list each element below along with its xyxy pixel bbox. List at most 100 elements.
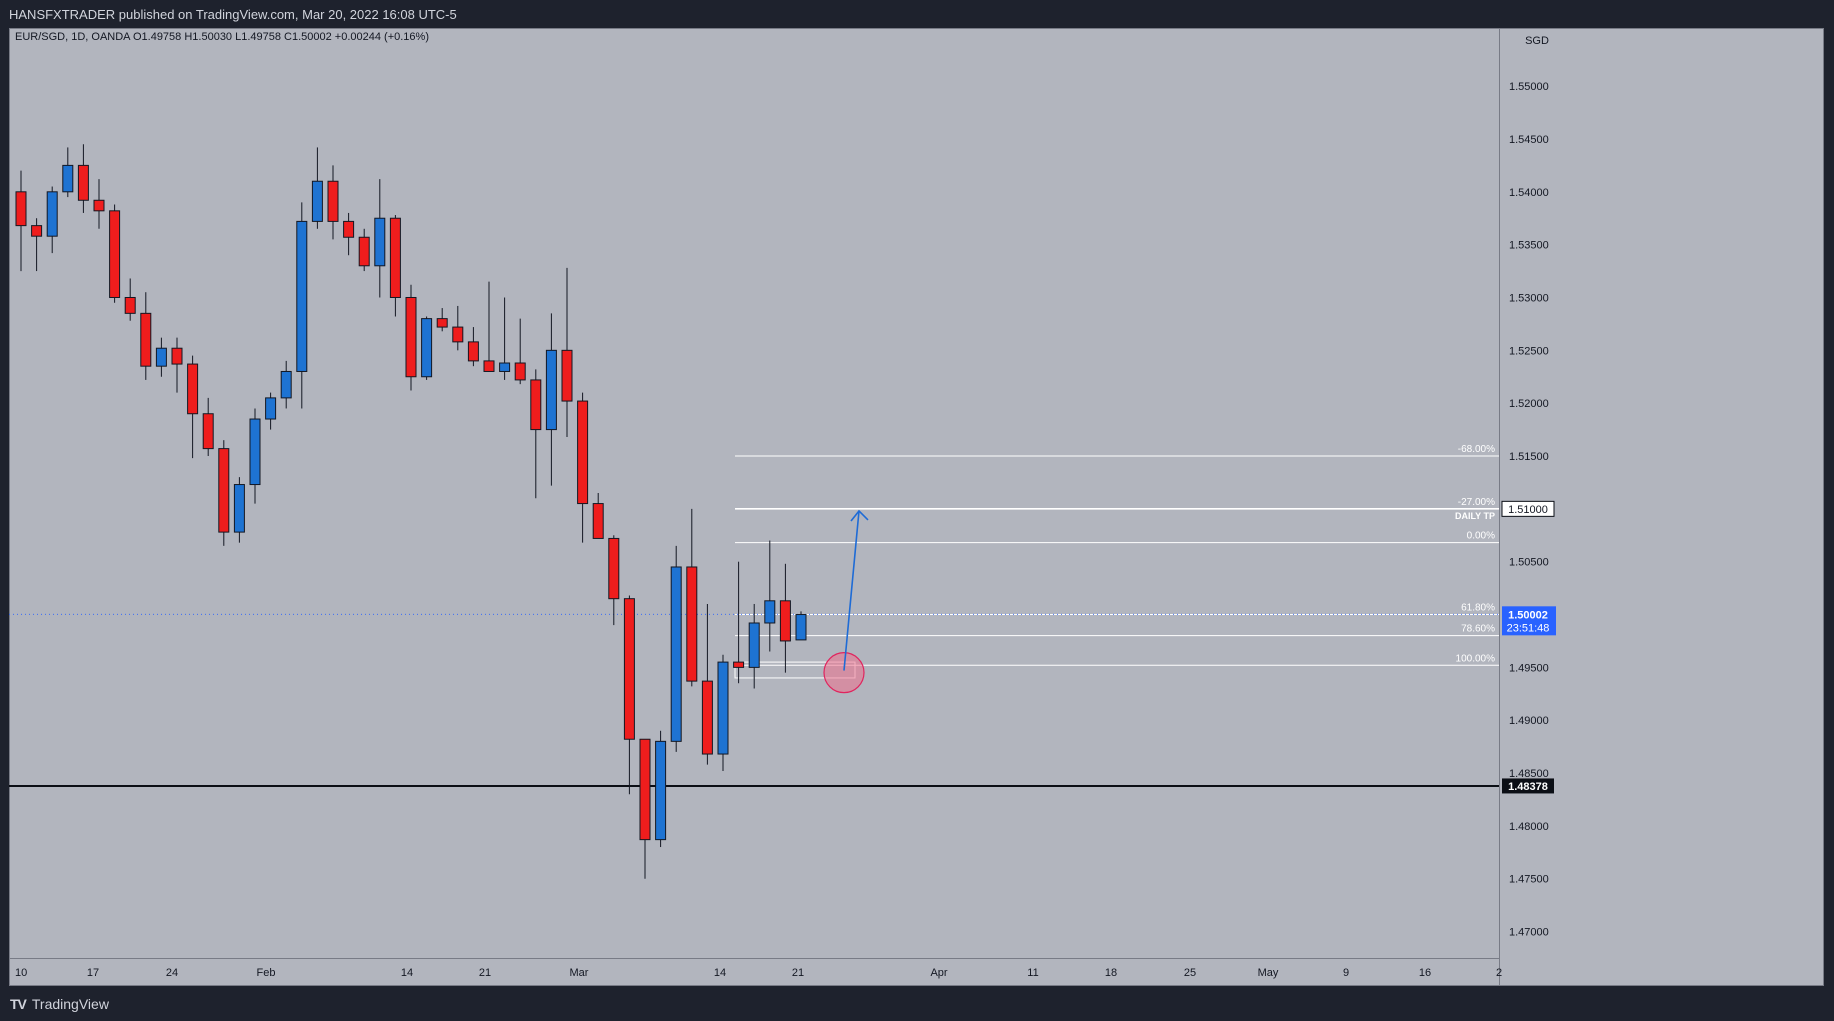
bear-candle: [405, 296, 417, 378]
arrow-head-icon: [850, 509, 869, 522]
price-tick-label: 1.55000: [1509, 81, 1549, 93]
price-axis-divider: [1499, 28, 1500, 986]
bear-candle: [31, 225, 43, 237]
current-price-tag: 1.50002 23:51:48: [1502, 606, 1556, 636]
bear-candle: [514, 362, 526, 381]
fib-level-label: 61.80%: [1461, 603, 1495, 614]
fib-level-label: -27.00%: [1458, 497, 1495, 508]
bear-candle: [436, 318, 448, 328]
bear-candle: [202, 413, 214, 450]
time-tick-label: 21: [479, 967, 491, 979]
bull-candle: [764, 600, 776, 624]
bear-candle: [218, 448, 230, 533]
bull-candle: [280, 370, 292, 399]
bull-candle: [249, 418, 261, 486]
currency-label: SGD: [1525, 35, 1549, 47]
bottom-bar: TV TradingView: [0, 988, 1834, 1021]
price-tick-label: 1.51500: [1509, 451, 1549, 463]
bear-candle: [389, 217, 401, 298]
bull-candle: [62, 164, 74, 193]
bull-candle: [46, 191, 58, 237]
time-tick-label: May: [1258, 967, 1279, 979]
bar-countdown: 23:51:48: [1507, 622, 1550, 634]
bull-candle: [421, 318, 433, 378]
candlestick-chart[interactable]: -68.00% -27.00% DAILY TP 0.00% 61.80% 78.60% 1…: [9, 28, 1824, 986]
bear-candle: [124, 296, 136, 314]
bear-candle: [77, 164, 89, 201]
bear-candle: [343, 220, 355, 238]
time-tick-label: 11: [1027, 967, 1038, 979]
time-tick-label: 17: [87, 967, 99, 979]
bear-candle: [483, 360, 495, 372]
bear-candle: [15, 191, 27, 227]
time-tick-label: 10: [15, 967, 27, 979]
time-tick-label: Apr: [930, 967, 947, 979]
price-tick-label: 1.52500: [1509, 345, 1549, 357]
entry-circle-marker: [823, 652, 865, 694]
price-tick-label: 1.48500: [1509, 768, 1549, 780]
bear-candle: [686, 566, 698, 682]
tradingview-logo-icon: TV: [10, 996, 27, 1012]
tradingview-brand[interactable]: TV TradingView: [10, 996, 109, 1012]
bear-candle: [452, 326, 464, 343]
time-axis[interactable]: 10 17 24 Feb 14 21 Mar 14 21 Apr 11 18 25 May 9 16 2: [15, 967, 1502, 979]
time-tick-label: 16: [1419, 967, 1431, 979]
candles: [15, 144, 807, 879]
price-tick-label: 1.47500: [1509, 874, 1549, 886]
bear-candle: [701, 680, 713, 755]
bear-candle: [530, 379, 542, 431]
bull-candle: [499, 362, 511, 372]
bull-candle: [670, 566, 682, 742]
fib-level-label: 0.00%: [1467, 531, 1495, 542]
time-tick-label: 14: [714, 967, 726, 979]
top-bar: HANSFXTRADER published on TradingView.co…: [0, 0, 1834, 28]
price-tick-label: 1.54500: [1509, 134, 1549, 146]
price-tick-label: 1.54000: [1509, 187, 1549, 199]
symbol-legend: EUR/SGD, 1D, OANDA O1.49758 H1.50030 L1.…: [15, 31, 429, 43]
time-tick-label: Mar: [570, 967, 589, 979]
bull-candle: [311, 180, 323, 222]
bear-candle: [592, 503, 604, 539]
bull-candle: [155, 347, 167, 367]
bear-candle: [608, 537, 620, 600]
time-tick-label: 9: [1343, 967, 1349, 979]
bull-candle: [296, 220, 308, 372]
bull-candle: [717, 661, 729, 755]
bear-candle: [187, 363, 199, 415]
annotations: [823, 509, 869, 694]
time-tick-label: 25: [1184, 967, 1196, 979]
tp-price-tag: 1.51000: [1501, 500, 1555, 517]
bull-candle: [545, 349, 557, 431]
target-arrow: [843, 510, 860, 671]
bull-candle: [795, 614, 807, 641]
time-tick-label: 24: [166, 967, 178, 979]
bull-candle: [233, 484, 245, 533]
bear-candle: [93, 199, 105, 212]
fib-level-label: -68.00%: [1458, 444, 1495, 455]
fib-level-label: 78.60%: [1461, 624, 1495, 635]
bear-candle: [639, 738, 651, 841]
bear-candle: [467, 341, 479, 362]
bear-candle: [327, 180, 339, 222]
current-price-label: 1.50002: [1508, 609, 1548, 621]
bear-candle: [779, 600, 791, 642]
price-tick-label: 1.52000: [1509, 398, 1549, 410]
bull-candle: [374, 217, 386, 267]
bear-candle: [109, 210, 121, 298]
bear-candle: [733, 661, 745, 668]
bull-candle: [748, 622, 760, 668]
price-tick-label: 1.53000: [1509, 292, 1549, 304]
tp-price-label: 1.51000: [1508, 504, 1548, 516]
time-tick-label: Feb: [257, 967, 276, 979]
price-tick-label: 1.48000: [1509, 821, 1549, 833]
bear-candle: [171, 347, 183, 365]
bear-candle: [561, 349, 573, 402]
support-price-label: 1.48378: [1508, 781, 1548, 793]
time-tick-label: 18: [1105, 967, 1117, 979]
time-axis-divider: [9, 958, 1499, 959]
time-tick-label: 21: [792, 967, 804, 979]
bear-candle: [623, 598, 635, 740]
price-tick-label: 1.53500: [1509, 240, 1549, 252]
publisher-info: HANSFXTRADER published on TradingView.co…: [9, 7, 457, 22]
daily-tp-label: DAILY TP: [1455, 511, 1495, 521]
